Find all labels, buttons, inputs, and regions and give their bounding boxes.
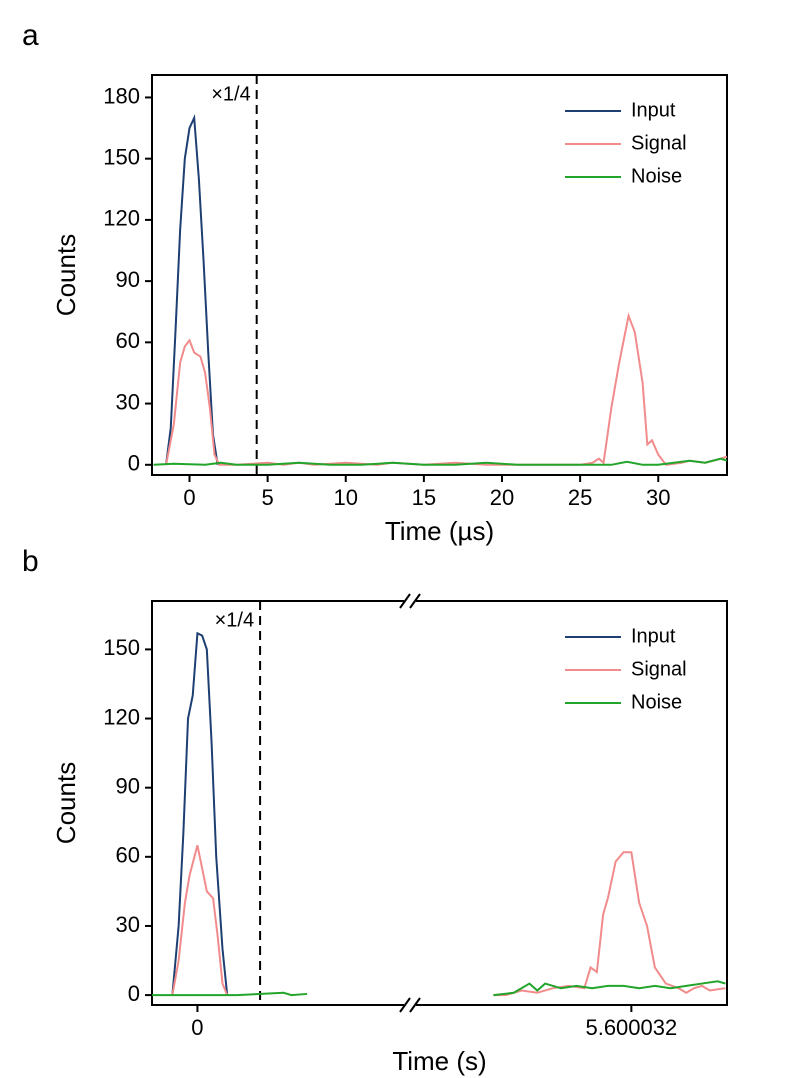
- x-axis-label: Time (s): [392, 1046, 486, 1076]
- plot-frame: [151, 74, 728, 476]
- y-tick-label: 60: [116, 328, 140, 353]
- x-tick-label: 5.600032: [585, 1015, 677, 1040]
- y-tick-label: 180: [103, 83, 140, 108]
- y-tick-label: 0: [128, 451, 140, 476]
- series-line: [165, 312, 728, 466]
- series-line: [171, 845, 229, 996]
- y-tick-label: 30: [116, 389, 140, 414]
- x-tick-label: 30: [646, 485, 670, 510]
- y-tick-label: 90: [116, 773, 140, 798]
- plot-frame: [151, 600, 728, 1006]
- axis-break-mark: [409, 593, 421, 609]
- y-tick-label: 120: [103, 704, 140, 729]
- x-tick-label: 25: [568, 485, 592, 510]
- y-tick-label: 120: [103, 206, 140, 231]
- annotation: ×1/4: [215, 609, 254, 631]
- axis-break-mark: [399, 593, 411, 609]
- series-line: [493, 851, 726, 997]
- axis-break-mark: [399, 997, 411, 1013]
- legend-label: Signal: [631, 132, 687, 154]
- y-tick-label: 150: [103, 635, 140, 660]
- x-tick-label: 5: [262, 485, 274, 510]
- axis-break-gap: [404, 598, 416, 604]
- series-line: [171, 631, 229, 996]
- series-line: [165, 113, 219, 465]
- legend-label: Signal: [631, 658, 687, 680]
- x-tick-label: 20: [490, 485, 514, 510]
- series-line: [153, 457, 728, 466]
- y-axis-label: Counts: [51, 762, 81, 844]
- panel-label: b: [22, 545, 39, 578]
- y-tick-label: 30: [116, 912, 140, 937]
- legend-label: Input: [631, 99, 676, 121]
- y-axis-label: Counts: [51, 234, 81, 316]
- y-tick-label: 0: [128, 981, 140, 1006]
- legend-label: Input: [631, 625, 676, 647]
- legend-label: Noise: [631, 165, 682, 187]
- x-tick-label: 0: [191, 1015, 203, 1040]
- x-tick-label: 0: [183, 485, 195, 510]
- annotation: ×1/4: [211, 83, 250, 105]
- axis-break-mark: [409, 997, 421, 1013]
- x-tick-label: 10: [334, 485, 358, 510]
- series-line: [493, 980, 726, 997]
- y-tick-label: 150: [103, 144, 140, 169]
- legend-label: Noise: [631, 691, 682, 713]
- axis-break-gap: [404, 1002, 416, 1008]
- y-tick-label: 60: [116, 843, 140, 868]
- series-line: [152, 991, 308, 997]
- y-tick-label: 90: [116, 267, 140, 292]
- x-tick-label: 15: [412, 485, 436, 510]
- x-axis-label: Time (µs): [385, 516, 494, 546]
- panel-label: a: [22, 19, 39, 52]
